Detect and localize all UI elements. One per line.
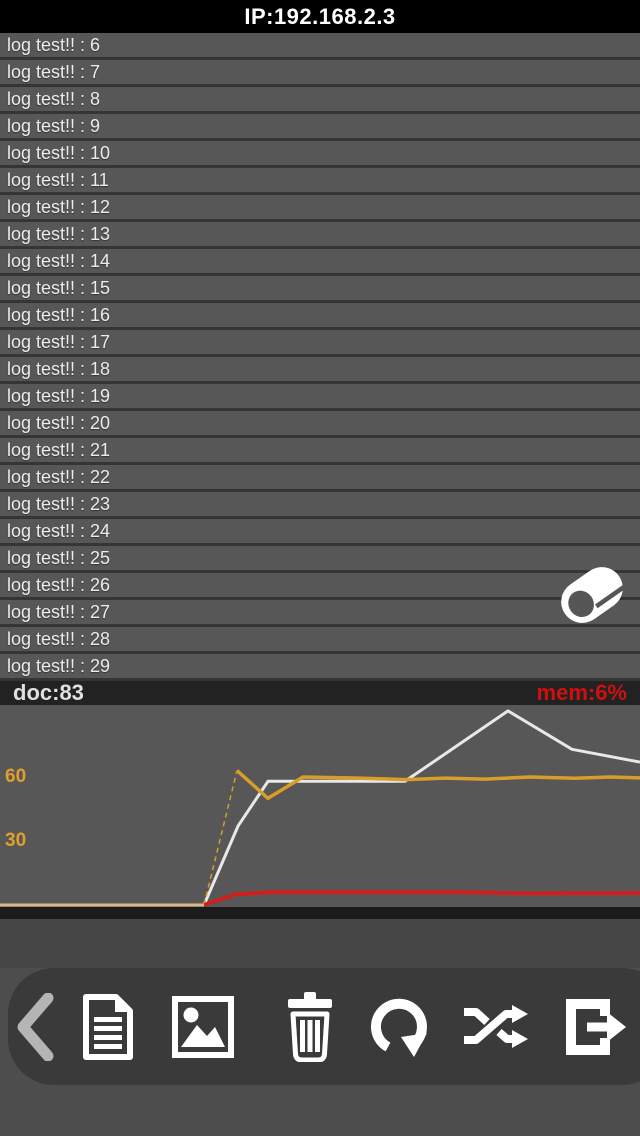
eraser-icon[interactable]: [552, 556, 632, 634]
y-tick-label: 60: [5, 766, 27, 787]
document-icon: [83, 994, 133, 1060]
log-row[interactable]: log test!! : 29: [0, 654, 640, 681]
log-row[interactable]: log test!! : 6: [0, 33, 640, 60]
title-bar: IP:192.168.2.3: [0, 0, 640, 33]
status-bar: doc:83 mem:6%: [0, 680, 640, 705]
chart-series-orange-line: [235, 769, 640, 801]
chart-lower-bg: [0, 919, 640, 968]
log-row[interactable]: log test!! : 21: [0, 438, 640, 465]
image-button[interactable]: [165, 980, 241, 1074]
rotate-clockwise-icon: [370, 998, 427, 1057]
document-button[interactable]: [70, 980, 146, 1074]
log-row[interactable]: log test!! : 19: [0, 384, 640, 411]
doc-count: doc:83: [13, 680, 84, 705]
eraser-icon-graphic: [561, 567, 628, 623]
log-row[interactable]: log test!! : 15: [0, 276, 640, 303]
export-button[interactable]: [555, 980, 631, 1074]
log-row[interactable]: log test!! : 9: [0, 114, 640, 141]
shuffle-button[interactable]: [457, 980, 533, 1074]
shuffle-icon: [464, 1005, 528, 1048]
toolbar: [8, 968, 640, 1085]
log-row[interactable]: log test!! : 23: [0, 492, 640, 519]
delete-button[interactable]: [272, 980, 348, 1074]
log-row[interactable]: log test!! : 25: [0, 546, 640, 573]
log-row[interactable]: log test!! : 20: [0, 411, 640, 438]
log-row[interactable]: log test!! : 24: [0, 519, 640, 546]
log-row[interactable]: log test!! : 11: [0, 168, 640, 195]
chart-baseline-band: [0, 907, 640, 919]
trash-icon: [288, 992, 332, 1062]
chart-series-group: [0, 709, 640, 907]
log-row[interactable]: log test!! : 7: [0, 60, 640, 87]
log-row[interactable]: log test!! : 26: [0, 573, 640, 600]
log-row[interactable]: log test!! : 22: [0, 465, 640, 492]
log-row[interactable]: log test!! : 27: [0, 600, 640, 627]
log-row[interactable]: log test!! : 28: [0, 627, 640, 654]
log-row[interactable]: log test!! : 16: [0, 303, 640, 330]
export-icon: [566, 999, 626, 1055]
log-row[interactable]: log test!! : 12: [0, 195, 640, 222]
back-button[interactable]: [0, 980, 74, 1074]
log-list[interactable]: log test!! : 6 log test!! : 7 log test!! :…: [0, 33, 640, 681]
chart-series-red-line: [203, 890, 640, 907]
y-tick-label: 30: [5, 830, 27, 851]
log-row[interactable]: log test!! : 10: [0, 141, 640, 168]
chart-area: 60 30: [0, 705, 640, 968]
log-row[interactable]: log test!! : 17: [0, 330, 640, 357]
back-chevron-icon: [17, 993, 54, 1061]
mem-usage: mem:6%: [536, 680, 627, 705]
page-title: IP:192.168.2.3: [244, 3, 396, 29]
chart-plot-bg: [0, 705, 640, 907]
log-row[interactable]: log test!! : 8: [0, 87, 640, 114]
log-row[interactable]: log test!! : 14: [0, 249, 640, 276]
log-row[interactable]: log test!! : 13: [0, 222, 640, 249]
log-row[interactable]: log test!! : 18: [0, 357, 640, 384]
reload-button[interactable]: [362, 980, 438, 1074]
image-icon: [172, 996, 234, 1058]
line-chart: [0, 705, 640, 968]
